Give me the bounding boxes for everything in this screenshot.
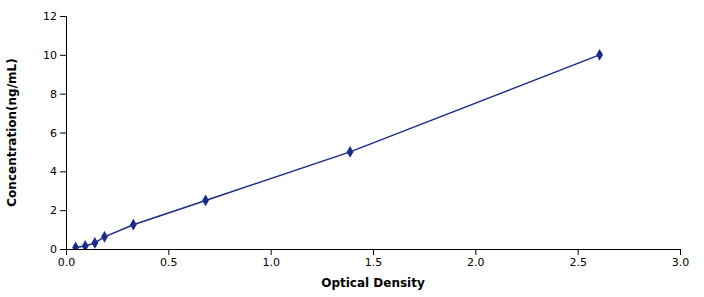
x-tick-mark xyxy=(373,249,374,255)
marker xyxy=(596,49,603,61)
y-tick-label: 2 xyxy=(50,204,57,217)
y-tick: 4 xyxy=(50,165,66,178)
y-axis-title: Concentration(ng/mL) xyxy=(5,58,19,206)
x-tick-mark xyxy=(168,249,169,255)
x-axis: 0.0 0.5 1.0 1.5 2.0 2.5 3.0 xyxy=(58,249,690,269)
y-axis-line xyxy=(60,17,67,250)
y-tick-mark xyxy=(60,171,66,172)
y-tick-mark xyxy=(60,55,66,56)
y-tick: 0 xyxy=(50,243,66,256)
x-axis-title: Optical Density xyxy=(321,276,425,290)
y-tick-mark xyxy=(60,249,66,250)
plot: 0.0 0.5 1.0 1.5 2.0 2.5 3.0 0 2 4 6 8 10 12 xyxy=(43,10,689,269)
x-tick-label: 2.0 xyxy=(467,256,485,269)
x-tick-label: 1.0 xyxy=(262,256,280,269)
y-tick-label: 0 xyxy=(50,243,57,256)
x-tick-mark xyxy=(271,249,272,255)
x-tick-label: 2.5 xyxy=(569,256,587,269)
y-tick-mark xyxy=(60,210,66,211)
marks xyxy=(72,49,603,249)
x-tick-mark xyxy=(475,249,476,255)
x-tick-mark xyxy=(680,249,681,255)
line xyxy=(76,55,600,248)
chart: 0.0 0.5 1.0 1.5 2.0 2.5 3.0 0 2 4 6 8 10 12 Optical De… xyxy=(0,0,704,297)
y-tick: 8 xyxy=(50,88,66,101)
y-axis: 0 2 4 6 8 10 12 xyxy=(43,10,67,256)
y-tick-label: 12 xyxy=(43,10,57,23)
x-tick-mark xyxy=(578,249,579,255)
y-tick-label: 6 xyxy=(50,127,57,140)
marker xyxy=(82,240,89,249)
x-tick: 3.0 xyxy=(672,249,690,269)
marker xyxy=(347,146,354,158)
x-tick-label: 0.5 xyxy=(160,256,178,269)
y-tick-label: 4 xyxy=(50,165,57,178)
y-tick: 6 xyxy=(50,127,66,140)
y-tick-mark xyxy=(60,16,66,17)
y-tick-label: 10 xyxy=(43,49,57,62)
marker xyxy=(202,195,209,207)
x-tick: 0.0 xyxy=(58,249,76,269)
marker xyxy=(91,237,98,249)
y-tick-mark xyxy=(60,133,66,134)
x-tick: 2.5 xyxy=(569,249,587,269)
y-tick-mark xyxy=(60,94,66,95)
y-tick: 10 xyxy=(43,49,66,62)
marker xyxy=(130,219,137,231)
x-tick: 0.5 xyxy=(160,249,178,269)
x-tick: 1.0 xyxy=(262,249,280,269)
y-tick: 2 xyxy=(50,204,66,217)
x-tick-label: 3.0 xyxy=(672,256,690,269)
marker xyxy=(101,231,108,243)
y-tick: 12 xyxy=(43,10,66,23)
x-tick-label: 1.5 xyxy=(365,256,383,269)
x-axis-line xyxy=(67,250,681,256)
marker xyxy=(72,242,79,249)
x-tick: 1.5 xyxy=(365,249,383,269)
x-tick: 2.0 xyxy=(467,249,485,269)
y-tick-label: 8 xyxy=(50,88,57,101)
x-tick-label: 0.0 xyxy=(58,256,76,269)
